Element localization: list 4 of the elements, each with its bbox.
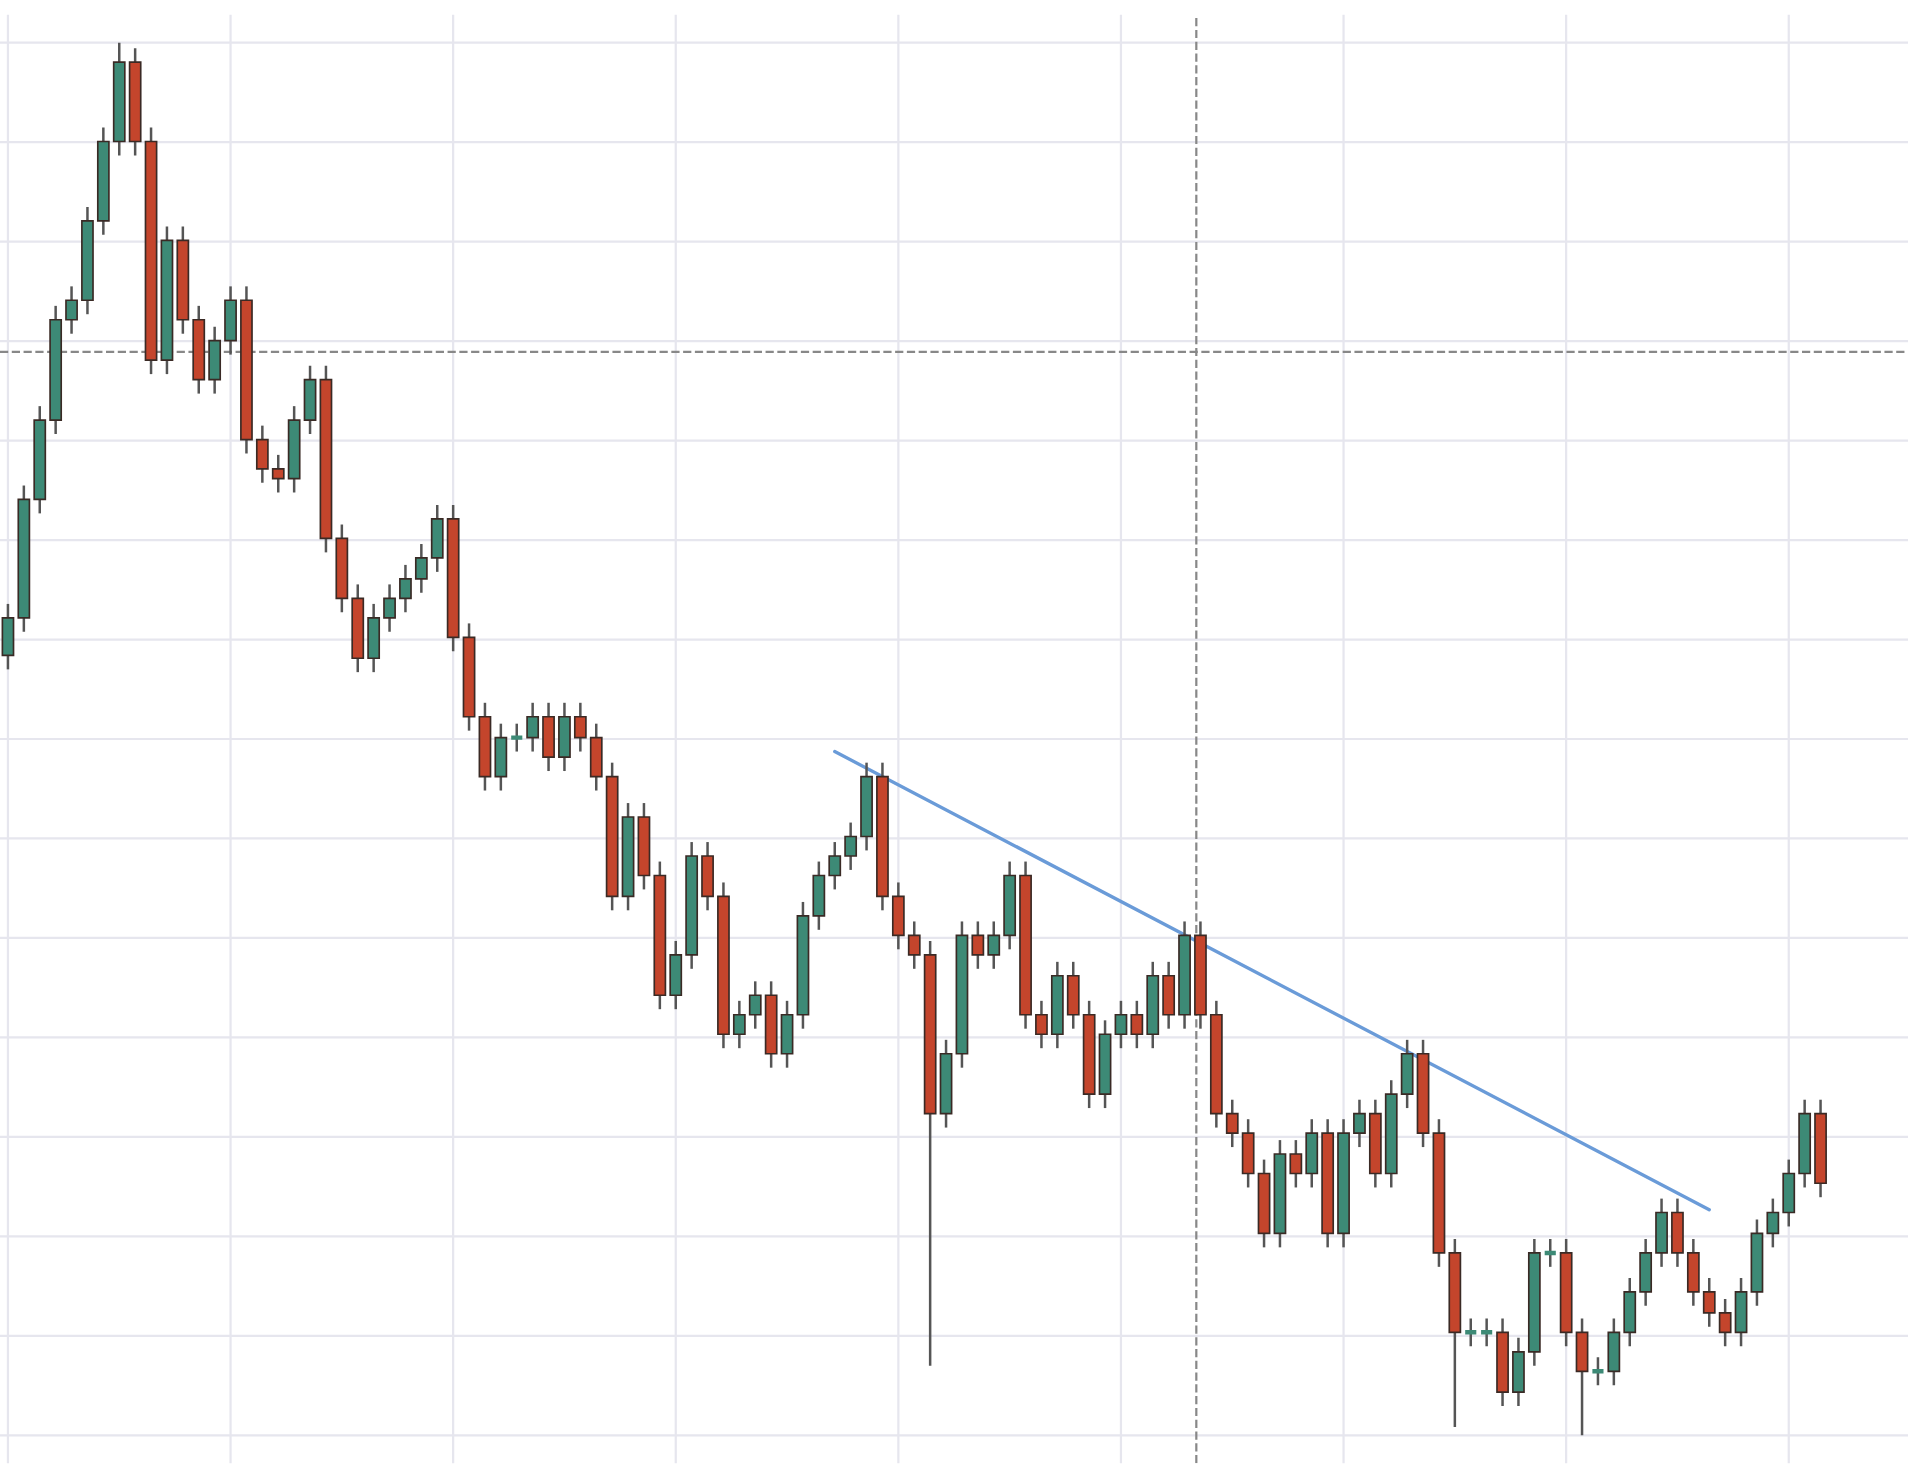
candlestick [508, 722, 525, 753]
candlestick [1478, 1317, 1495, 1348]
candlestick [1462, 1317, 1479, 1348]
candlestick [1542, 1237, 1559, 1269]
